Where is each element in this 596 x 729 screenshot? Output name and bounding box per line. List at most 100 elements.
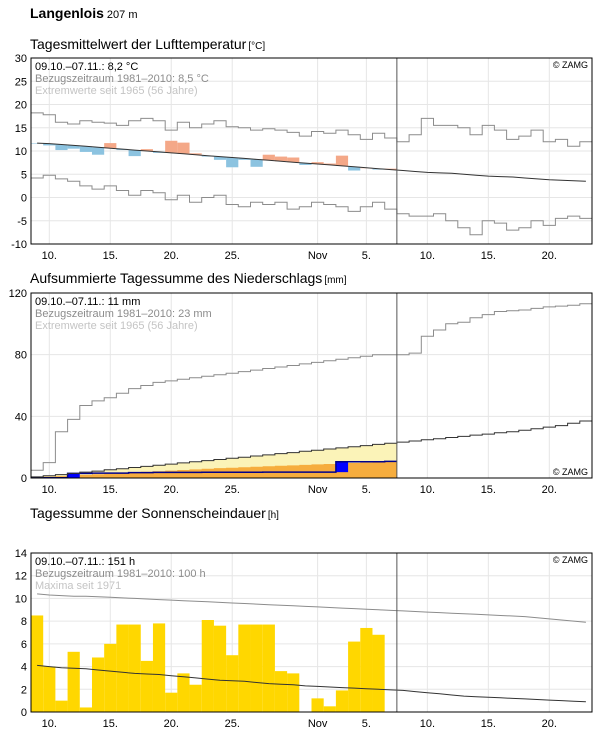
sunshine-bar: [311, 698, 324, 712]
chart-0-ytick-label: 15: [15, 123, 27, 135]
chart-2-xtick-label: Nov: [308, 718, 328, 729]
sunshine-bar: [372, 634, 385, 712]
chart-2-info-line: 09.10.–07.11.: 151 h: [35, 556, 135, 568]
temperature-bar: [43, 143, 56, 146]
chart-0-xtick-label: 10.: [420, 250, 435, 262]
chart-1-ytick-label: 80: [15, 350, 27, 362]
chart-1-ytick-label: 40: [15, 411, 27, 423]
temperature-bar: [116, 149, 129, 151]
sunshine-bar: [104, 643, 117, 712]
sunshine-bar: [177, 673, 190, 712]
chart-0-info-line: Extremwerte seit 1965 (56 Jahre): [35, 85, 198, 97]
chart-0-xtick-label: 5.: [362, 250, 371, 262]
chart-0-ytick-label: 0: [21, 193, 27, 205]
chart-2-xtick-label: 5.: [362, 718, 371, 729]
chart-1-info-line: 09.10.–07.11.: 11 mm: [35, 296, 140, 308]
chart-1-info-line: Extremwerte seit 1965 (56 Jahre): [35, 320, 198, 332]
temperature-bar: [104, 143, 117, 149]
sunshine-bar: [250, 624, 263, 712]
sunshine-normal-line: [37, 664, 586, 703]
sunshine-bar: [43, 666, 56, 712]
chart-0-xtick-label: 15.: [481, 250, 496, 262]
temperature-bar: [250, 159, 263, 167]
chart-0-ytick-label: 30: [15, 53, 27, 65]
sunshine-unit: [h]: [267, 510, 279, 521]
temperature-chart-title: Tagesmittelwert der Lufttemperatur [°C]: [30, 36, 266, 52]
sunshine-bar: [213, 625, 227, 712]
sunshine-bar: [55, 700, 68, 712]
chart-0-info-line: 09.10.–07.11.: 8,2 °C: [35, 61, 138, 73]
temperature-bar: [226, 157, 239, 168]
station-name: Langenlois 207 m: [30, 5, 138, 21]
sunshine-bar: [262, 624, 275, 712]
chart-2-ytick-label: 4: [21, 662, 27, 674]
temperature-bar: [213, 156, 227, 160]
chart-1-xtick-label: 25.: [225, 484, 240, 496]
precipitation-observed-area: [31, 462, 397, 478]
chart-2-copyright: © ZAMG: [553, 555, 588, 565]
chart-2-xtick-label: 10.: [420, 718, 435, 729]
chart-0-xtick-label: 20.: [164, 250, 179, 262]
chart-0-plot-frame: [30, 57, 593, 245]
temperature-bar: [238, 158, 251, 160]
temperature-bar: [311, 162, 324, 165]
chart-2-xtick-label: 20.: [164, 718, 179, 729]
chart-2-xtick-label: 15.: [103, 718, 118, 729]
chart-2-plot-frame: [30, 552, 593, 713]
chart-0-info-line: Bezugszeitraum 1981–2010: 8,5 °C: [35, 73, 209, 85]
precipitation-chart-title: Aufsummierte Tagessumme des Niederschlag…: [30, 270, 347, 286]
chart-2-ytick-label: 8: [21, 616, 27, 628]
sunshine-bar: [201, 620, 214, 712]
sunshine-bar: [189, 684, 202, 712]
chart-1-info-line: Bezugszeitraum 1981–2010: 23 mm: [35, 308, 212, 320]
sunshine-max-line: [37, 593, 586, 623]
chart-2-ytick-label: 6: [21, 639, 27, 651]
chart-2-xtick-label: 25.: [225, 718, 240, 729]
sunshine-bar: [238, 624, 251, 712]
chart-2-ytick-label: 12: [15, 571, 27, 583]
temperature-bar: [262, 154, 275, 161]
chart-0-ytick-label: 10: [15, 146, 27, 158]
precipitation-normal-line: [31, 420, 592, 478]
chart-2-xtick-label: 10.: [42, 718, 57, 729]
sunshine-bar: [79, 707, 92, 712]
temperature-bar: [323, 163, 336, 165]
chart-1-ytick-label: 120: [9, 288, 27, 300]
sunshine-bar: [360, 627, 373, 712]
temperature-max-line: [31, 112, 592, 147]
station-altitude: 207 m: [106, 9, 138, 21]
sunshine-chart-title: Tagessumme der Sonnenscheindauer [h]: [30, 505, 279, 521]
chart-2-ytick-label: 0: [21, 707, 27, 719]
chart-2-xtick-label: 20.: [542, 718, 557, 729]
chart-1-ytick-label: 0: [21, 473, 27, 485]
sunshine-bar: [116, 624, 129, 712]
precipitation-unit: [mm]: [324, 275, 347, 286]
chart-0-xtick-label: Nov: [308, 250, 328, 262]
chart-0-ytick-label: 20: [15, 100, 27, 112]
temperature-bar: [189, 153, 202, 155]
chart-0-xtick-label: 10.: [42, 250, 57, 262]
chart-0-ytick-label: -10: [11, 239, 27, 251]
sunshine-bar: [335, 690, 349, 712]
chart-1-xtick-label: 5.: [362, 484, 371, 496]
temperature-unit: [°C]: [248, 41, 266, 52]
chart-2-info-line: Bezugszeitraum 1981–2010: 100 h: [35, 568, 206, 580]
sunshine-bar: [128, 624, 141, 712]
chart-1-plot-frame: [30, 292, 593, 479]
sunshine-bar: [323, 706, 336, 712]
sunshine-bar: [226, 655, 239, 712]
chart-0-ytick-label: 5: [21, 169, 27, 181]
sunshine-bar: [165, 692, 178, 712]
chart-1-copyright: © ZAMG: [553, 467, 588, 477]
chart-1-xtick-label: 15.: [481, 484, 496, 496]
precipitation-day-bar: [67, 473, 80, 478]
temperature-bar: [55, 144, 68, 151]
chart-2-info-line: Maxima seit 1971: [35, 580, 121, 592]
temperature-bar: [140, 149, 153, 151]
chart-2-ytick-label: 10: [15, 593, 27, 605]
temperature-bar: [67, 145, 80, 149]
chart-0-xtick-label: 25.: [225, 250, 240, 262]
temperature-bar: [348, 166, 361, 171]
temperature-bar: [165, 140, 178, 153]
